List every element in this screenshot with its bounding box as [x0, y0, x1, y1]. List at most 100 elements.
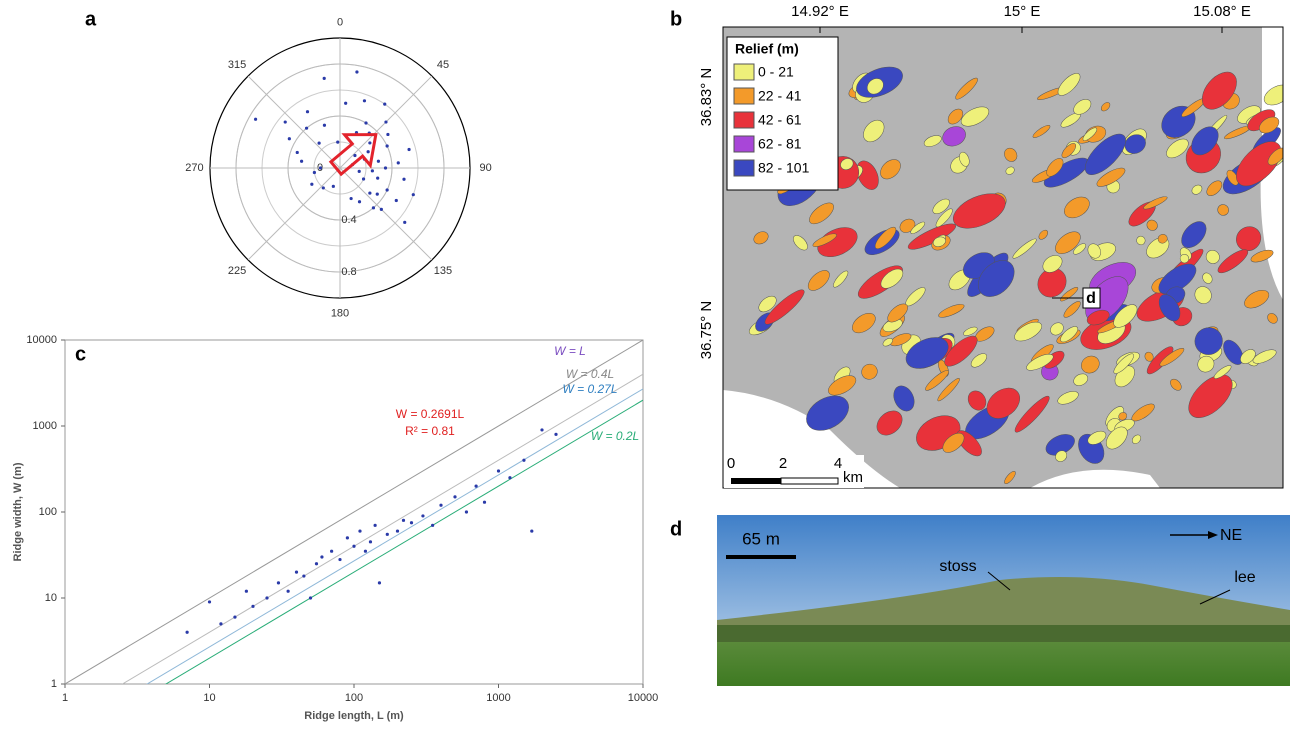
ridge: [1158, 263, 1197, 295]
point: [308, 596, 313, 600]
ridge: [1159, 347, 1185, 367]
ridge: [963, 326, 978, 336]
y-tick-label: 10000: [26, 334, 57, 346]
y-axis-label: Ridge width, W (m): [12, 462, 24, 561]
legend-label: 22 - 41: [758, 88, 802, 104]
ridge: [942, 126, 966, 147]
ridge: [1170, 378, 1182, 391]
ridge: [938, 304, 965, 318]
point: [368, 141, 372, 145]
point: [276, 581, 281, 585]
ridge: [1081, 355, 1100, 374]
point: [384, 120, 388, 124]
point: [402, 177, 406, 181]
sea: [1030, 469, 1160, 488]
point: [349, 196, 353, 201]
x-tick-label: 100: [345, 692, 363, 704]
point: [439, 503, 443, 507]
ridge: [1197, 355, 1215, 373]
x-axis-label: Ridge length, L (m): [304, 710, 404, 722]
ridge: [986, 387, 1020, 419]
point: [352, 544, 356, 548]
ridge: [1061, 143, 1077, 159]
ridge: [1191, 184, 1203, 195]
scale-label: 2: [779, 455, 787, 472]
panel-letter: d: [670, 518, 682, 540]
ridge: [925, 370, 950, 391]
ridge: [1014, 395, 1050, 433]
ridge: [953, 193, 1006, 229]
point: [508, 476, 512, 480]
point: [370, 169, 374, 173]
x-tick-label: 1: [62, 692, 68, 704]
field: [717, 642, 1290, 686]
ridge: [947, 108, 964, 125]
legend-label: 42 - 61: [758, 112, 802, 128]
point: [318, 166, 323, 170]
ridge: [817, 227, 858, 258]
point: [302, 574, 306, 578]
ridge: [967, 390, 987, 411]
point: [377, 581, 382, 585]
point: [453, 495, 457, 499]
point: [330, 549, 334, 553]
ridge: [955, 77, 978, 100]
point: [379, 207, 383, 211]
point: [338, 557, 342, 562]
legend-swatch: [733, 111, 755, 129]
point: [265, 596, 269, 600]
ridge: [944, 335, 978, 367]
point: [407, 147, 411, 152]
ridge: [1244, 289, 1270, 309]
ridge: [1201, 71, 1237, 110]
angle-grid: [247, 167, 341, 261]
angle-label: 45: [437, 59, 449, 71]
point: [345, 536, 349, 540]
point: [385, 532, 389, 536]
ridge: [1131, 434, 1142, 444]
ridge: [905, 337, 949, 369]
point: [373, 523, 377, 527]
ridge: [1050, 322, 1064, 336]
ridge: [1158, 294, 1181, 322]
ridge: [932, 236, 946, 247]
ridge: [1179, 254, 1190, 264]
ridge: [1105, 426, 1128, 450]
ridge: [840, 158, 854, 170]
x-tick-label: 10000: [628, 692, 659, 704]
point: [482, 500, 487, 504]
ridge: [923, 135, 942, 147]
ridge: [942, 432, 965, 453]
panel-letter: c: [75, 343, 86, 365]
direction-arrow: [328, 133, 378, 177]
point: [322, 123, 327, 127]
hill: [717, 576, 1290, 640]
ridge: [882, 337, 893, 347]
point: [554, 432, 558, 436]
y-tick-label: 100: [39, 506, 57, 518]
point: [336, 140, 340, 144]
point: [366, 150, 370, 154]
ridge: [887, 303, 908, 323]
point: [344, 101, 348, 105]
ridge: [1157, 234, 1168, 244]
ridge: [1014, 321, 1043, 342]
ridge: [866, 78, 884, 95]
point: [383, 166, 388, 170]
ridge: [1037, 268, 1067, 298]
line-label: W = 0.4L: [566, 367, 614, 381]
lat-label: 36.75° N: [698, 301, 715, 360]
line-label: W = 0.27L: [562, 382, 617, 396]
y-tick-label: 10: [45, 592, 57, 604]
ridge: [1202, 272, 1213, 284]
ridge: [1046, 158, 1064, 177]
ridge: [1263, 84, 1283, 106]
angle-label: 0: [337, 16, 343, 28]
point: [403, 220, 407, 224]
line-label: W = 0.2L: [591, 429, 639, 443]
point: [362, 99, 367, 103]
ridge: [812, 233, 837, 247]
scale-bar: 0 2 4 km: [724, 455, 864, 488]
